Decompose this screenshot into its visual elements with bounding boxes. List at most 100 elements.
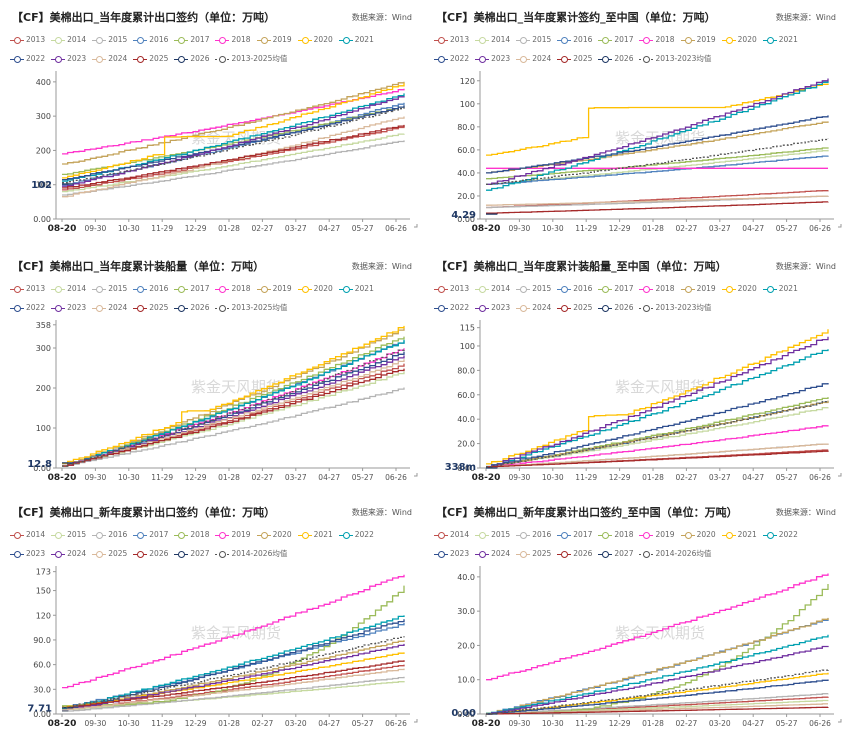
legend-item[interactable]: 2023 <box>51 301 86 314</box>
legend-item[interactable]: 2023 <box>475 301 510 314</box>
legend-item[interactable]: 2025 <box>133 301 168 314</box>
legend-item[interactable]: 2020 <box>256 528 292 541</box>
legend-item[interactable]: 2016 <box>557 33 592 46</box>
legend-item[interactable]: 2020 <box>297 33 333 46</box>
series-line <box>486 669 829 715</box>
legend-item[interactable]: 2016 <box>516 528 551 541</box>
legend-item[interactable]: 2014-2026均值 <box>639 547 711 560</box>
legend-item[interactable]: 2021 <box>338 282 374 295</box>
legend-item[interactable]: 2014 <box>51 282 86 295</box>
legend-item[interactable]: 2022 <box>338 528 374 541</box>
legend-item[interactable]: 2013 <box>10 282 45 295</box>
legend-item[interactable]: 2018 <box>174 528 209 541</box>
legend-item[interactable]: 2016 <box>133 282 168 295</box>
legend-item[interactable]: 2019 <box>680 282 716 295</box>
legend-item[interactable]: 2021 <box>721 528 757 541</box>
legend-item[interactable]: 2013 <box>434 282 469 295</box>
legend-item[interactable]: 2020 <box>721 282 757 295</box>
legend-item[interactable]: 2024 <box>92 52 127 65</box>
legend-item[interactable]: 2024 <box>51 547 86 560</box>
chart-legend[interactable]: 2013 2014 2015 2016 2017 2018 2019 2020 2021 2022… <box>434 27 840 65</box>
legend-item[interactable]: 2015 <box>92 282 127 295</box>
legend-item[interactable]: 2026 <box>598 301 633 314</box>
legend-item[interactable]: 2019 <box>256 33 292 46</box>
legend-item[interactable]: 2023 <box>10 547 45 560</box>
legend-item[interactable]: 2018 <box>215 282 251 295</box>
legend-item[interactable]: 2023 <box>51 52 86 65</box>
legend-item[interactable]: 2014 <box>10 528 45 541</box>
legend-item[interactable]: 2025 <box>557 52 592 65</box>
legend-item[interactable]: 2017 <box>133 528 168 541</box>
legend-item[interactable]: 2024 <box>516 52 551 65</box>
legend-item[interactable]: 2021 <box>338 33 374 46</box>
legend-item[interactable]: 2020 <box>721 33 757 46</box>
legend-item[interactable]: 2023 <box>434 547 469 560</box>
chart-legend[interactable]: 2014 2015 2016 2017 2018 2019 2020 2021 2022 2023… <box>434 522 840 560</box>
legend-item[interactable]: 2026 <box>598 52 633 65</box>
legend-item[interactable]: 2019 <box>256 282 292 295</box>
legend-item[interactable]: 2026 <box>174 301 209 314</box>
chart-legend[interactable]: 2013 2014 2015 2016 2017 2018 2019 2020 2021 2022… <box>10 276 416 314</box>
legend-item[interactable]: 2025 <box>133 52 168 65</box>
legend-item[interactable]: 2019 <box>215 528 251 541</box>
legend-item[interactable]: 2027 <box>174 547 209 560</box>
legend-item[interactable]: 2017 <box>557 528 592 541</box>
legend-item[interactable]: 2022 <box>434 52 469 65</box>
legend-item[interactable]: 2018 <box>639 282 675 295</box>
legend-item[interactable]: 2014 <box>475 282 510 295</box>
legend-item[interactable]: 2013 <box>434 33 469 46</box>
legend-item[interactable]: 2015 <box>475 528 510 541</box>
legend-item[interactable]: 2020 <box>297 282 333 295</box>
legend-item[interactable]: 2021 <box>297 528 333 541</box>
legend-item[interactable]: 2016 <box>133 33 168 46</box>
legend-item[interactable]: 2017 <box>174 282 209 295</box>
legend-item[interactable]: 2016 <box>557 282 592 295</box>
legend-item[interactable]: 2014-2026均值 <box>215 547 287 560</box>
legend-item[interactable]: 2024 <box>516 301 551 314</box>
legend-label: 2023 <box>450 549 470 558</box>
legend-item[interactable]: 2018 <box>639 33 675 46</box>
legend-item[interactable]: 2014 <box>434 528 469 541</box>
legend-item[interactable]: 2024 <box>92 301 127 314</box>
legend-item[interactable]: 2013-2025均值 <box>215 301 287 314</box>
legend-item[interactable]: 2020 <box>680 528 716 541</box>
legend-item[interactable]: 2027 <box>598 547 633 560</box>
legend-item[interactable]: 2022 <box>434 301 469 314</box>
legend-item[interactable]: 2013-2023均值 <box>639 301 711 314</box>
legend-item[interactable]: 2014 <box>475 33 510 46</box>
chart-legend[interactable]: 2013 2014 2015 2016 2017 2018 2019 2020 2021 2022… <box>434 276 840 314</box>
chart-legend[interactable]: 2013 2014 2015 2016 2017 2018 2019 2020 2021 2022… <box>10 27 416 65</box>
legend-item[interactable]: 2014 <box>51 33 86 46</box>
legend-item[interactable]: 2023 <box>475 52 510 65</box>
chart-legend[interactable]: 2014 2015 2016 2017 2018 2019 2020 2021 2022 2023… <box>10 522 416 560</box>
legend-item[interactable]: 2025 <box>92 547 127 560</box>
legend-item[interactable]: 2022 <box>762 528 798 541</box>
legend-item[interactable]: 2016 <box>92 528 127 541</box>
legend-item[interactable]: 2021 <box>762 282 798 295</box>
legend-item[interactable]: 2018 <box>598 528 633 541</box>
legend-item[interactable]: 2017 <box>598 33 633 46</box>
legend-item[interactable]: 2022 <box>10 52 45 65</box>
legend-item[interactable]: 2026 <box>557 547 592 560</box>
legend-item[interactable]: 2015 <box>516 282 551 295</box>
legend-item[interactable]: 2015 <box>92 33 127 46</box>
legend-item[interactable]: 2017 <box>174 33 209 46</box>
legend-item[interactable]: 2024 <box>475 547 510 560</box>
legend-item[interactable]: 2025 <box>557 301 592 314</box>
legend-item[interactable]: 2025 <box>516 547 551 560</box>
series-line <box>486 190 829 209</box>
legend-item[interactable]: 2019 <box>680 33 716 46</box>
legend-item[interactable]: 2019 <box>639 528 675 541</box>
legend-item[interactable]: 2013-2023均值 <box>639 52 711 65</box>
legend-item[interactable]: 2026 <box>174 52 209 65</box>
legend-item[interactable]: 2017 <box>598 282 633 295</box>
legend-item[interactable]: 2013 <box>10 33 45 46</box>
legend-item[interactable]: 2015 <box>51 528 86 541</box>
legend-item[interactable]: 2018 <box>215 33 251 46</box>
legend-item[interactable]: 2021 <box>762 33 798 46</box>
legend-item[interactable]: 2013-2025均值 <box>215 52 287 65</box>
legend-item[interactable]: 2022 <box>10 301 45 314</box>
legend-item[interactable]: 2026 <box>133 547 168 560</box>
current-value-label: 102 <box>31 180 52 191</box>
legend-item[interactable]: 2015 <box>516 33 551 46</box>
